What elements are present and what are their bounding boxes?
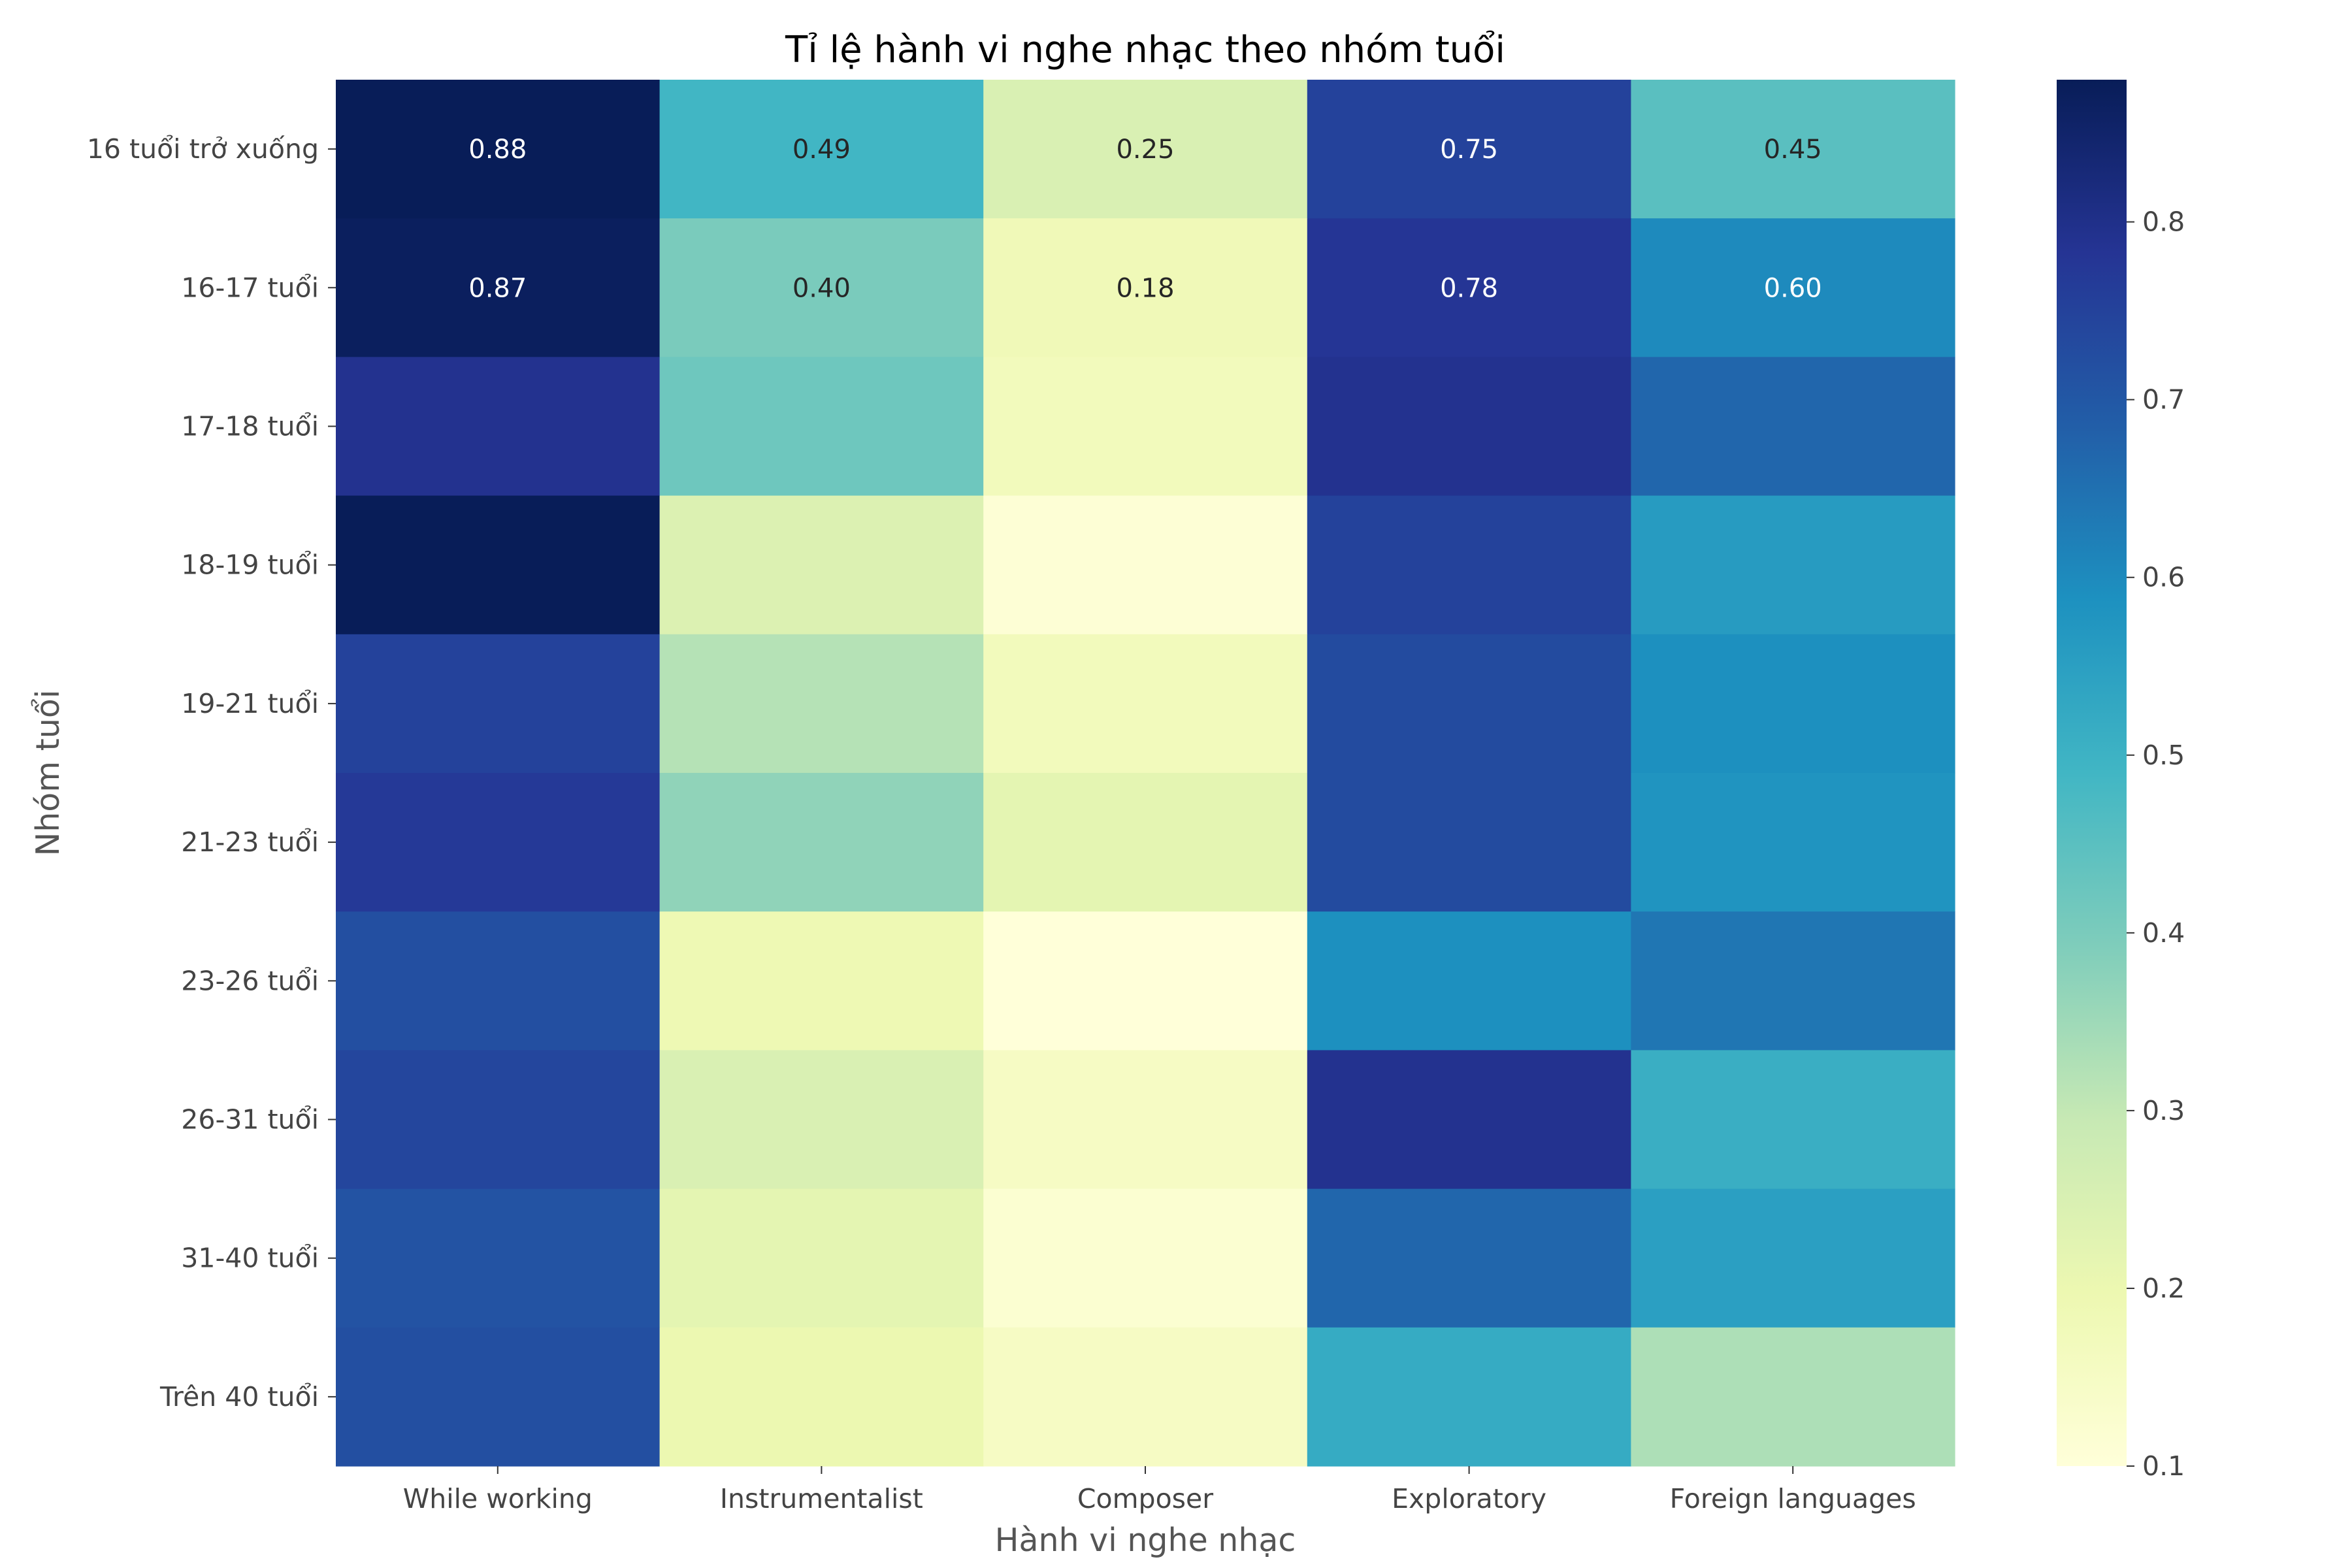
heatmap-cell <box>1307 80 1631 219</box>
cell-value-label: 0.49 <box>792 135 851 165</box>
heatmap-cell <box>983 357 1308 497</box>
colorbar-tick-label: 0.2 <box>2142 1273 2185 1304</box>
y-tick-label: 23-26 tuổi <box>181 965 319 996</box>
heatmap-cell <box>336 357 661 497</box>
y-tick-label: 17-18 tuổi <box>181 411 319 442</box>
heatmap-cell <box>659 1327 984 1467</box>
heatmap-cell <box>659 495 984 635</box>
heatmap-cell <box>983 1188 1308 1328</box>
heatmap-cell <box>983 911 1308 1051</box>
y-tick-label: Trên 40 tuổi <box>159 1381 319 1413</box>
heatmap-cell <box>1631 1050 1955 1190</box>
colorbar-tick-label: 0.5 <box>2142 740 2185 771</box>
y-axis-label: Nhóm tuổi <box>29 690 67 857</box>
heatmap-cell <box>983 218 1308 357</box>
heatmap-cell <box>1307 773 1631 912</box>
cell-value-label: 0.45 <box>1764 135 1822 165</box>
heatmap-cell <box>1631 495 1955 635</box>
y-tick-label: 16 tuổi trở xuống <box>87 133 319 165</box>
heatmap-cell <box>659 80 984 219</box>
y-tick-label: 21-23 tuổi <box>181 826 319 858</box>
heatmap-cell <box>336 773 661 912</box>
colorbar-tick-label: 0.6 <box>2142 562 2185 593</box>
heatmap-cell <box>1631 1188 1955 1328</box>
colorbar-tick-label: 0.1 <box>2142 1450 2185 1482</box>
heatmap-cell <box>1307 1327 1631 1467</box>
heatmap-cell <box>336 1327 661 1467</box>
heatmap-cell <box>983 1327 1308 1467</box>
colorbar-tick-label: 0.3 <box>2142 1095 2185 1126</box>
heatmap-cell <box>1631 911 1955 1051</box>
cell-value-label: 0.75 <box>1440 135 1498 165</box>
y-tick-label: 18-19 tuổi <box>181 549 319 581</box>
heatmap-cell <box>1307 357 1631 497</box>
chart-title: Tỉ lệ hành vi nghe nhạc theo nhóm tuổi <box>785 29 1505 71</box>
heatmap-cell <box>659 218 984 357</box>
heatmap-cell <box>1307 1188 1631 1328</box>
heatmap-cell <box>983 773 1308 912</box>
colorbar-tick-label: 0.8 <box>2142 206 2185 238</box>
heatmap-cell <box>336 634 661 774</box>
heatmap-cell <box>1631 1327 1955 1467</box>
heatmap-cell <box>1631 357 1955 497</box>
cell-value-label: 0.18 <box>1116 273 1174 303</box>
heatmap-cell <box>336 1188 661 1328</box>
cell-value-label: 0.60 <box>1764 273 1822 303</box>
heatmap-cell <box>1631 773 1955 912</box>
heatmap-cell <box>659 773 984 912</box>
x-axis-label: Hành vi nghe nhạc <box>995 1522 1296 1559</box>
heatmap-cell <box>659 357 984 497</box>
x-tick-label: Foreign languages <box>1670 1483 1916 1514</box>
y-axis-ticks: 16 tuổi trở xuống 16-17 tuổi 17-18 tuổi 18-… <box>87 133 336 1413</box>
heatmap-cell <box>336 911 661 1051</box>
cell-value-label: 0.87 <box>468 273 527 303</box>
heatmap-cell <box>1307 1050 1631 1190</box>
heatmap-cell <box>336 218 661 357</box>
heatmap-cell <box>659 911 984 1051</box>
heatmap-cell <box>659 634 984 774</box>
heatmap-cell <box>983 80 1308 219</box>
heatmap-cell <box>659 1188 984 1328</box>
y-tick-label: 16-17 tuổi <box>181 272 319 303</box>
colorbar-tick-label: 0.7 <box>2142 384 2185 416</box>
heatmap-cell <box>1307 495 1631 635</box>
x-tick-label: Instrumentalist <box>720 1483 923 1514</box>
x-tick-label: Exploratory <box>1392 1483 1546 1514</box>
x-axis-ticks: While working Instrumentalist Composer Expl… <box>403 1466 1916 1514</box>
heatmap-cell <box>983 495 1308 635</box>
heatmap-cell <box>1307 218 1631 357</box>
heatmap-cell <box>336 495 661 635</box>
cell-value-label: 0.25 <box>1116 135 1174 165</box>
cell-value-label: 0.78 <box>1440 273 1498 303</box>
y-tick-label: 19-21 tuổi <box>181 688 319 719</box>
heatmap-cell <box>983 634 1308 774</box>
cell-value-label: 0.88 <box>468 135 527 165</box>
y-tick-label: 31-40 tuổi <box>181 1243 319 1274</box>
x-tick-label: Composer <box>1077 1483 1213 1514</box>
x-tick-label: While working <box>403 1483 593 1514</box>
heatmap-cell <box>1631 218 1955 357</box>
colorbar-tick-label: 0.4 <box>2142 917 2185 949</box>
heatmap-cell <box>1307 634 1631 774</box>
colorbar-ticks: 0.1 0.2 0.3 0.4 0.5 0.6 0.7 0.8 <box>2127 206 2185 1482</box>
heatmap-cell <box>1631 634 1955 774</box>
heatmap-cells: 0.88 0.49 0.25 0.75 0.45 0.87 0.40 0.18 0.78 0.60 <box>336 80 1955 1467</box>
colorbar <box>2057 80 2127 1466</box>
y-tick-label: 26-31 tuổi <box>181 1104 319 1135</box>
cell-value-label: 0.40 <box>792 273 851 303</box>
heatmap-cell <box>336 1050 661 1190</box>
heatmap-cell <box>336 80 661 219</box>
heatmap-cell <box>983 1050 1308 1190</box>
heatmap-cell <box>659 1050 984 1190</box>
heatmap-cell <box>1307 911 1631 1051</box>
heatmap-cell <box>1631 80 1955 219</box>
